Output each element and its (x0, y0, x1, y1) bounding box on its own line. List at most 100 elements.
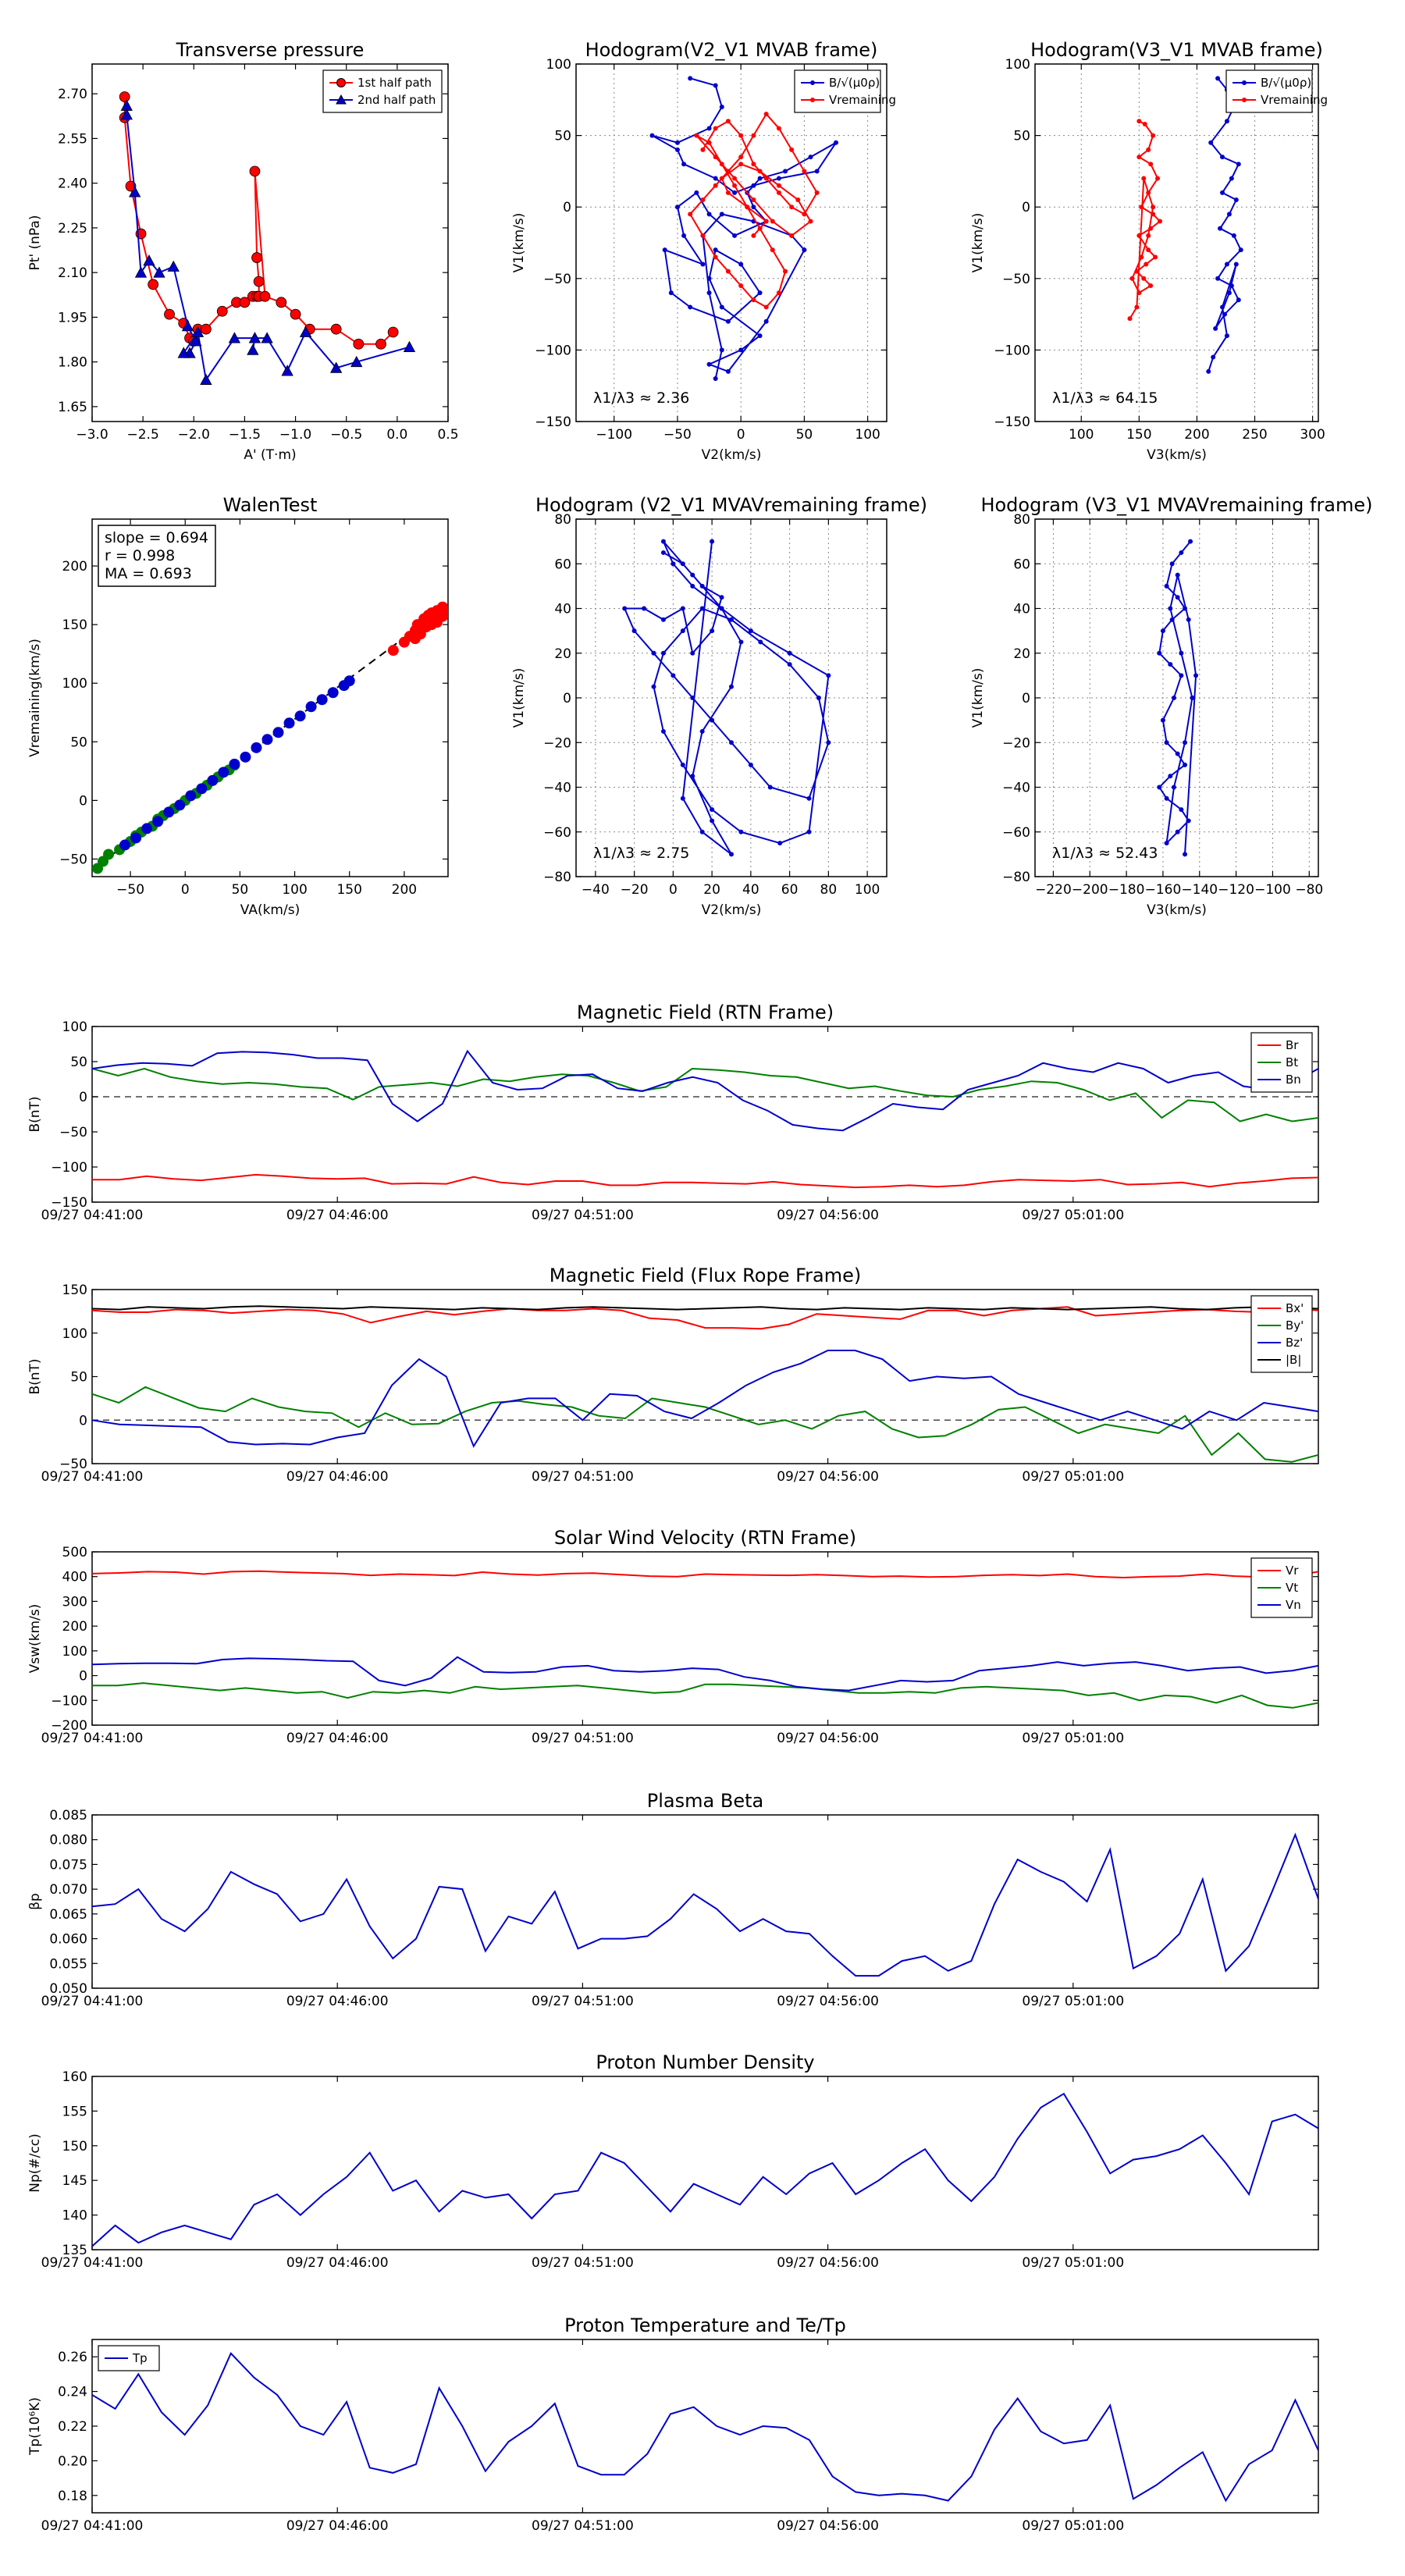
data-point (660, 539, 666, 544)
y-tick-label: −150 (535, 415, 571, 430)
data-point (414, 628, 426, 640)
chart-h2: 100 150 200 250 300−150−100−50050100Hodogram… (970, 39, 1328, 463)
data-point (1226, 290, 1232, 296)
data-point (719, 606, 724, 611)
y-tick-label: −40 (1002, 781, 1030, 796)
data-point (751, 297, 756, 303)
data-layer (92, 2352, 1318, 2503)
x-tick-label: −1.0 (279, 427, 311, 443)
series-line-Vremaining (1129, 120, 1161, 319)
data-point (719, 347, 724, 353)
data-point (642, 606, 647, 611)
chart-title: Hodogram(V3_V1 MVAB frame) (1030, 39, 1323, 61)
x-tick-label: 09/27 04:51:00 (532, 1731, 634, 1746)
data-layer (92, 1832, 1318, 1977)
legend-entry: Br (1286, 1038, 1299, 1052)
data-point (826, 673, 831, 678)
data-point (700, 147, 706, 152)
y-tick-label: 0 (1022, 691, 1030, 706)
chart-title: WalenTest (223, 494, 318, 516)
series-line-Vr (92, 1570, 1318, 1579)
x-tick-label: 09/27 04:46:00 (286, 2255, 389, 2271)
data-point (1168, 662, 1173, 667)
data-point (725, 269, 731, 274)
data-layer (622, 539, 831, 857)
data-point (1129, 276, 1135, 281)
data-point (763, 219, 769, 224)
data-layer (649, 76, 839, 382)
data-point (738, 162, 744, 167)
data-point (802, 212, 807, 217)
data-point (757, 226, 763, 231)
data-point (808, 155, 813, 160)
data-point (713, 254, 718, 260)
series-line-Vn (92, 1656, 1318, 1692)
legend-entry: Bx' (1286, 1301, 1304, 1315)
x-tick-label: 09/27 04:56:00 (777, 1208, 879, 1223)
y-tick-label: 80 (1013, 512, 1030, 528)
data-point (1169, 561, 1175, 567)
series-line-beta (92, 1832, 1318, 1977)
data-point (757, 176, 763, 181)
y-tick-label: 2.70 (58, 87, 87, 102)
legend-entry: Bn (1286, 1073, 1301, 1087)
data-point (1160, 628, 1165, 634)
y-tick-label: 100 (546, 57, 571, 73)
x-tick-label: 09/27 05:01:00 (1022, 1469, 1124, 1485)
y-tick-label: 150 (62, 1283, 87, 1298)
x-axis-label: VA(km/s) (240, 902, 300, 918)
x-tick-label: 20 (703, 882, 720, 898)
data-point (681, 162, 687, 167)
data-point (1206, 368, 1211, 374)
data-point (680, 628, 685, 634)
data-point (1218, 226, 1223, 231)
data-point (327, 687, 339, 699)
data-point (1236, 297, 1241, 303)
data-point (353, 338, 365, 350)
data-point (1186, 818, 1191, 824)
data-point (1183, 740, 1188, 745)
data-point (783, 269, 788, 274)
data-point (1134, 269, 1140, 274)
data-point (729, 684, 734, 689)
data-layer (92, 1305, 1318, 1463)
data-point (259, 290, 271, 302)
data-point (710, 539, 715, 544)
y-tick-label: 0.070 (49, 1882, 87, 1898)
x-tick-label: 09/27 04:56:00 (777, 1994, 879, 2009)
legend-entry: Bz' (1286, 1336, 1303, 1350)
y-tick-label: −150 (51, 1195, 87, 1211)
x-tick-label: 200 (1184, 427, 1209, 443)
chart-title: Hodogram (V3_V1 MVAVremaining frame) (980, 494, 1372, 516)
data-point (776, 290, 781, 296)
data-point (1164, 841, 1169, 846)
series-line-B (1158, 540, 1197, 855)
y-tick-label: 60 (1013, 557, 1030, 572)
data-point (806, 795, 812, 801)
data-point (802, 247, 807, 253)
plot-frame (91, 1289, 1319, 1464)
data-point (651, 650, 656, 656)
data-point (670, 561, 676, 567)
data-point (1168, 606, 1173, 611)
chart-title: Hodogram (V2_V1 MVAVremaining frame) (535, 494, 927, 516)
y-tick-label: 160 (62, 2069, 87, 2085)
data-point (191, 326, 205, 337)
y-tick-label: −60 (543, 825, 571, 841)
data-point (343, 675, 355, 687)
legend-marker (336, 78, 346, 87)
legend: Tp (98, 2345, 160, 2371)
y-tick-label: 0.055 (49, 1956, 87, 1972)
data-point (668, 290, 674, 296)
y-tick-label: 50 (70, 1055, 87, 1070)
y-axis-label: B(nT) (27, 1096, 43, 1132)
x-tick-label: 100 (1069, 427, 1094, 443)
data-point (732, 176, 738, 181)
data-point (1236, 162, 1241, 167)
data-point (732, 190, 738, 195)
y-tick-label: 200 (62, 1619, 87, 1635)
data-point (330, 323, 342, 335)
legend-box (794, 69, 881, 113)
data-point (1127, 316, 1133, 322)
legend: B/√(μ0ρ) Vremaining (1225, 69, 1328, 113)
